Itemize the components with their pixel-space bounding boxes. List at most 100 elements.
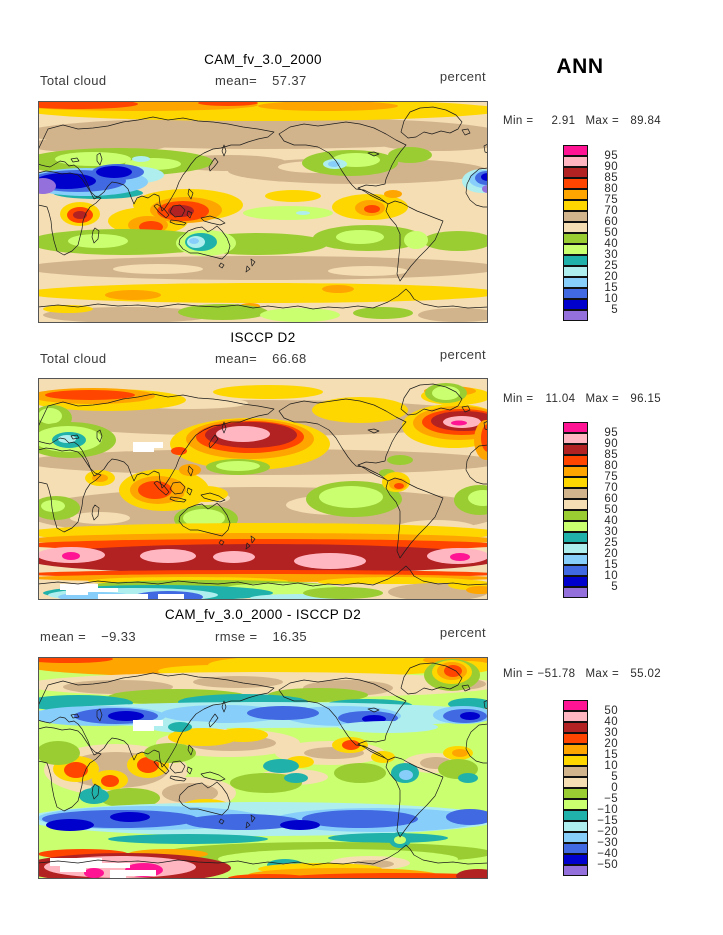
colorbar-panel3: 50 40 30 20 15 10 5 0 −5 −10 −15 −20 −30 −40 −50	[563, 700, 633, 878]
colorbar-panel1: 95 90 85 80 75 70 60 50 40 30 25 20 15 10 5	[563, 145, 633, 323]
colorbar-tick-label: 5	[611, 581, 618, 593]
max-label: Max =	[585, 668, 620, 680]
colorbar-panel2: 95 90 85 80 75 70 60 50 40 30 25 20 15 10 5	[563, 422, 633, 600]
panel2-mean-stat: mean= 66.68	[215, 351, 307, 366]
colorbar-tick-label: 20	[604, 548, 618, 560]
panel3-meta-row: mean = −9.33 rmse = 16.35 percent	[38, 625, 488, 645]
colorbar-swatch-paleturquoise	[563, 543, 588, 554]
colorbar-tick-label: −15	[597, 815, 618, 827]
colorbar-swatch-deeppink	[563, 700, 588, 711]
colorbar-tick-label: 15	[604, 749, 618, 761]
colorbar-tick-label: 40	[604, 716, 618, 728]
mean-label: mean=	[215, 73, 258, 88]
colorbar-tick-label: 90	[604, 438, 618, 450]
colorbar-tick-label: 20	[604, 738, 618, 750]
colorbar-swatch-orange	[563, 744, 588, 755]
min-label: Min =	[503, 668, 534, 680]
colorbar-swatch-mediumblue	[563, 299, 588, 310]
colorbar-swatch-tan	[563, 488, 588, 499]
colorbar-swatch-lightseagreen	[563, 255, 588, 266]
colorbar-swatch-dkolivegreen1	[563, 799, 588, 810]
min-value: 2.91	[551, 115, 576, 127]
colorbar-tick-label: −20	[597, 826, 618, 838]
panel2-minmax: Min = 11.04 Max = 96.15	[503, 393, 661, 405]
colorbar-swatch-yellowgreen	[563, 233, 588, 244]
max-value: 55.02	[630, 668, 662, 680]
colorbar-swatch-lightseagreen	[563, 810, 588, 821]
colorbar-tick-label: 75	[604, 471, 618, 483]
colorbar-swatch-wheat	[563, 499, 588, 510]
panel3-mean-stat: mean = −9.33	[40, 629, 136, 644]
colorbar-swatch-orangered	[563, 178, 588, 189]
colorbar-tick-label: 15	[604, 559, 618, 571]
colorbar-tick-label: 85	[604, 449, 618, 461]
colorbar-tick-label: −30	[597, 837, 618, 849]
min-label: Min =	[503, 115, 534, 127]
panel3-rmse-stat: rmse = 16.35	[215, 629, 307, 644]
colorbar-swatch-firebrick	[563, 722, 588, 733]
max-value: 89.84	[630, 115, 662, 127]
colorbar-swatch-paleturquoise	[563, 266, 588, 277]
panel3-units-label: percent	[439, 625, 486, 640]
colorbar-tick-label: −40	[597, 848, 618, 860]
colorbar-tick-label: 0	[611, 782, 618, 794]
colorbar-swatch-mediumpurple	[563, 310, 588, 321]
colorbar-tick-label: 80	[604, 460, 618, 472]
colorbar-swatch-mediumblue	[563, 854, 588, 865]
panel1-meta-row: Total cloud mean= 57.37 percent	[38, 69, 488, 89]
colorbar-swatch-dkolivegreen1	[563, 244, 588, 255]
map-isccp-total-cloud	[38, 378, 488, 600]
panel3-minmax: Min = −51.78 Max = 55.02	[503, 668, 661, 680]
mean-value: 66.68	[272, 351, 307, 366]
panel2-meta-row: Total cloud mean= 66.68 percent	[38, 347, 488, 367]
colorbar-tick-label: 30	[604, 526, 618, 538]
colorbar-swatch-tan	[563, 211, 588, 222]
min-value: 11.04	[545, 393, 576, 405]
colorbar-tick-label: 95	[604, 150, 618, 162]
colorbar-tick-label: −10	[597, 804, 618, 816]
colorbar-swatch-yellowgreen	[563, 510, 588, 521]
colorbar-tick-label: 40	[604, 238, 618, 250]
colorbar-swatch-firebrick	[563, 444, 588, 455]
colorbar-tick-label: −5	[604, 793, 618, 805]
rmse-label: rmse =	[215, 629, 258, 644]
colorbar-swatch-lightskyblue	[563, 832, 588, 843]
colorbar-tick-label: 25	[604, 260, 618, 272]
colorbar-tick-label: −50	[597, 859, 618, 871]
mean-value: −9.33	[101, 629, 137, 644]
colorbar-swatch-gold	[563, 200, 588, 211]
colorbar-swatch-lightpink	[563, 433, 588, 444]
max-label: Max =	[585, 393, 620, 405]
colorbar-tick-label: 50	[604, 227, 618, 239]
colorbar-tick-label: 90	[604, 161, 618, 173]
colorbar-swatch-royalblue	[563, 288, 588, 299]
panel1-units-label: percent	[439, 69, 486, 84]
colorbar-tick-label: 70	[604, 205, 618, 217]
colorbar-swatch-wheat	[563, 777, 588, 788]
mean-label: mean =	[40, 629, 87, 644]
colorbar-swatch-mediumpurple	[563, 865, 588, 876]
colorbar-tick-label: 10	[604, 760, 618, 772]
colorbar-swatch-royalblue	[563, 565, 588, 576]
colorbar-swatch-gold	[563, 755, 588, 766]
colorbar-tick-label: 40	[604, 515, 618, 527]
colorbar-tick-label: 30	[604, 249, 618, 261]
colorbar-tick-label: 50	[604, 705, 618, 717]
colorbar-tick-label: 95	[604, 427, 618, 439]
panel1-minmax: Min = 2.91 Max = 89.84	[503, 115, 661, 127]
panel2-units-label: percent	[439, 347, 486, 362]
max-value: 96.15	[630, 393, 662, 405]
colorbar-swatch-mediumblue	[563, 576, 588, 587]
colorbar-swatch-orangered	[563, 455, 588, 466]
panel1-mean-stat: mean= 57.37	[215, 73, 307, 88]
min-value: −51.78	[537, 668, 576, 680]
panel1-variable-label: Total cloud	[40, 73, 107, 88]
mean-label: mean=	[215, 351, 258, 366]
colorbar-swatch-orange	[563, 466, 588, 477]
colorbar-tick-label: 30	[604, 727, 618, 739]
colorbar-tick-label: 20	[604, 271, 618, 283]
colorbar-swatch-wheat	[563, 222, 588, 233]
colorbar-tick-label: 80	[604, 183, 618, 195]
season-label: ANN	[556, 55, 604, 78]
min-label: Min =	[503, 393, 534, 405]
